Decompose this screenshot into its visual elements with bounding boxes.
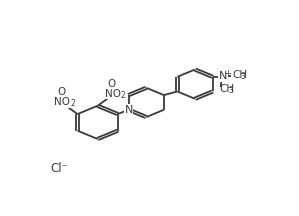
Text: 2: 2 [121, 91, 126, 100]
Text: 2: 2 [71, 99, 75, 108]
Text: +: + [224, 69, 231, 78]
Text: Cl⁻: Cl⁻ [50, 162, 68, 175]
Text: 3: 3 [241, 72, 246, 81]
Text: N: N [124, 105, 133, 115]
Text: O: O [57, 87, 65, 97]
Text: O: O [107, 79, 116, 89]
Text: 3: 3 [228, 86, 233, 95]
Text: NO: NO [54, 97, 71, 107]
Text: CH: CH [219, 84, 235, 94]
Text: CH: CH [232, 70, 247, 81]
Text: N: N [219, 71, 227, 81]
Text: NO: NO [105, 89, 121, 99]
